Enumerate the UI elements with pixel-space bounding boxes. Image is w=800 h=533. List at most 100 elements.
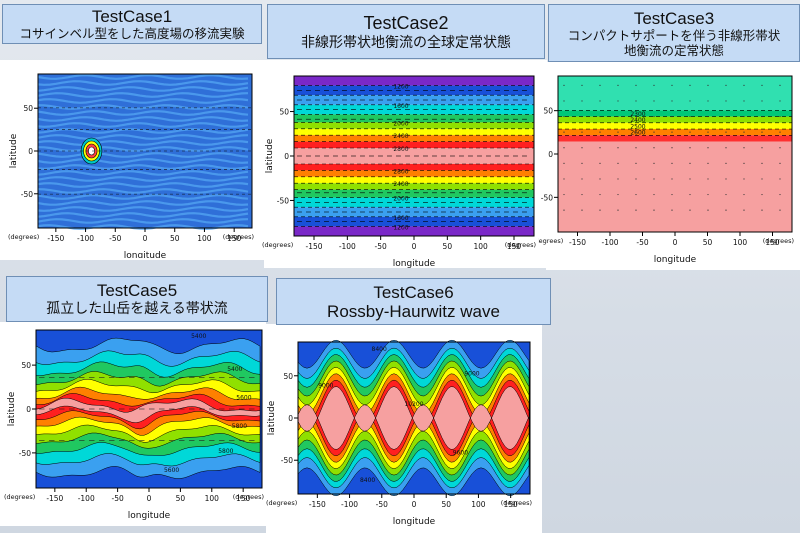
y-axis-label: latitude (7, 391, 17, 426)
x-tick-label: -150 (46, 494, 63, 503)
y-tick-label: 50 (543, 107, 553, 116)
wind-vector (599, 84, 601, 86)
wind-vector (689, 115, 691, 118)
x-tick-label: -150 (47, 234, 64, 243)
contour-label: 2000 (393, 196, 408, 203)
wind-vector (563, 100, 565, 102)
contour-label: 1600 (393, 103, 408, 110)
wind-vector (617, 193, 619, 196)
wind-vector (689, 162, 691, 164)
wind-vector (617, 162, 619, 164)
chart-title: TestCase6 (373, 283, 454, 302)
wind-vector (635, 147, 637, 149)
x-tick-label: -50 (111, 494, 123, 503)
y-unit-label: (degrees) (266, 499, 297, 507)
wind-vector (725, 162, 727, 164)
x-axis-label: longitude (654, 255, 697, 265)
wind-vector (671, 100, 673, 102)
wind-vector (761, 162, 763, 164)
wind-vector (617, 131, 619, 133)
wind-vector (653, 209, 655, 211)
chart-subtitle: 非線形帯状地衡流の全球定常状態 (301, 35, 511, 51)
wind-vector (743, 84, 745, 86)
wind-vector (725, 84, 727, 86)
x-tick-label: 100 (205, 494, 220, 503)
y-tick-label: -50 (281, 456, 293, 465)
y-tick-label: 50 (23, 104, 33, 113)
contour-band (294, 122, 534, 129)
wind-vector (653, 162, 655, 164)
wind-vector (743, 115, 745, 118)
contour-label: 5400 (191, 333, 206, 340)
wind-vector (599, 162, 601, 164)
y-tick-label: -50 (541, 193, 553, 202)
y-tick-label: -50 (277, 196, 289, 205)
wind-vector (599, 193, 601, 196)
contour-stripe (37, 164, 249, 170)
title-box-tc3: TestCase3 コンパクトサポートを伴う非線形帯状 地衡流の定常状態 (548, 4, 800, 62)
x-tick-label: 150 (504, 500, 519, 509)
wind-vector (653, 178, 655, 180)
contour-band (558, 129, 792, 136)
contour-stripe (37, 86, 249, 92)
x-tick-label: 0 (412, 500, 417, 509)
chart-subtitle: Rossby-Haurwitz wave (327, 302, 500, 321)
contour-label: 2800 (393, 146, 408, 153)
wind-vector (779, 209, 781, 211)
wind-vector (635, 209, 637, 211)
y-tick-label: 50 (283, 372, 293, 381)
y-axis-label: latitude (267, 400, 277, 435)
contour-band (294, 114, 534, 123)
wind-vector (599, 178, 601, 180)
wind-vector (581, 147, 583, 149)
contour-stripe (37, 98, 249, 104)
wind-vector (689, 193, 691, 196)
wind-vector (563, 115, 565, 118)
contour-label: 5400 (227, 366, 242, 373)
contour-stripe (37, 176, 249, 182)
wind-vector (779, 162, 781, 164)
contour-label: 9000 (318, 383, 333, 390)
wind-vector (707, 162, 709, 164)
contour-label: 1200 (393, 84, 408, 91)
x-unit-label: (degrees) (763, 237, 794, 245)
wind-vector (581, 178, 583, 180)
wind-vector (671, 131, 673, 133)
x-tick-label: 0 (412, 242, 417, 251)
wind-vector (707, 131, 709, 133)
y-unit-label: (degrees) (4, 493, 35, 501)
contour-label: 5600 (236, 395, 251, 402)
wind-vector (761, 147, 763, 149)
wind-vector (581, 193, 583, 196)
contour-label: 9000 (464, 370, 479, 377)
wind-vector (671, 162, 673, 164)
contour-stripe (37, 212, 249, 218)
title-box-tc5: TestCase5 孤立した山岳を越える帯状流 (6, 276, 268, 322)
x-tick-label: 50 (443, 242, 453, 251)
y-tick-label: 0 (548, 150, 553, 159)
x-unit-label: (degrees) (233, 493, 264, 501)
x-tick-label: -100 (78, 494, 95, 503)
contour-stripe (37, 122, 249, 128)
wind-vector (779, 131, 781, 133)
wind-vector (707, 115, 709, 118)
contour-band (294, 135, 534, 142)
x-tick-label: -50 (109, 234, 121, 243)
wind-vector (617, 100, 619, 102)
wind-vector (599, 115, 601, 118)
wind-vector (689, 84, 691, 86)
x-tick-label: 50 (441, 500, 451, 509)
contour-label: 2300 (630, 111, 645, 118)
contour-label: 5800 (218, 448, 233, 455)
wind-vector (563, 131, 565, 133)
contour-stripe (37, 74, 249, 80)
x-tick-label: -100 (339, 242, 356, 251)
wind-vector (725, 131, 727, 133)
wind-vector (563, 178, 565, 180)
y-tick-label: 50 (21, 361, 31, 370)
contour-band (35, 397, 261, 423)
wind-vector (635, 178, 637, 180)
contour-stripe (37, 200, 249, 206)
x-tick-label: 0 (147, 494, 152, 503)
wind-vector (563, 162, 565, 164)
